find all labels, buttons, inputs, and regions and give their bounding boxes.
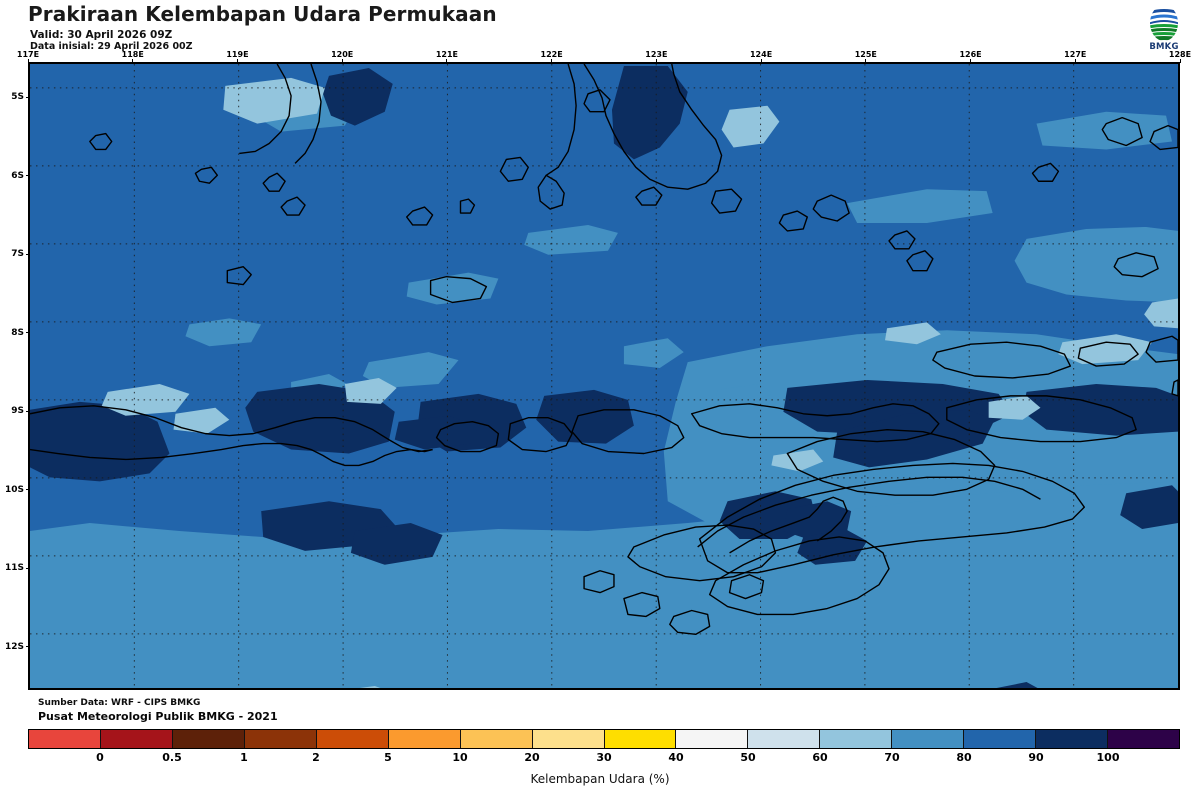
lon-tick-label: 128E: [1168, 50, 1192, 59]
lon-tick-label: 117E: [16, 50, 40, 59]
lat-tick-label: 5S: [11, 92, 24, 103]
colorbar-tick-label: 5: [384, 751, 392, 764]
bmkg-logo-label: BMKG: [1149, 42, 1179, 52]
colorbar-segment[interactable]: [1108, 730, 1179, 748]
lat-tick-label: 7S: [11, 249, 24, 260]
lon-tick-mark: [132, 59, 134, 63]
lon-tick-mark: [446, 59, 448, 63]
colorbar-tick-label: 20: [524, 751, 540, 764]
colorbar-segment[interactable]: [892, 730, 965, 748]
page-title: Prakiraan Kelembapan Udara Permukaan: [28, 2, 497, 26]
lon-tick-mark: [551, 59, 553, 63]
colorbar-segment[interactable]: [388, 730, 461, 748]
lon-tick-mark: [1074, 59, 1076, 63]
lon-tick-label: 126E: [959, 50, 982, 59]
colorbar-caption: Kelembapan Udara (%): [530, 772, 670, 786]
valid-time-label: Valid: 30 April 2026 09Z: [30, 29, 173, 41]
field-band-60-70: [101, 77, 1178, 688]
lon-tick-mark: [27, 59, 29, 63]
publisher-label: Pusat Meteorologi Publik BMKG - 2021: [38, 710, 278, 723]
coastlines: [30, 64, 1178, 636]
colorbar-segment[interactable]: [100, 730, 173, 748]
colorbar-segment[interactable]: [748, 730, 821, 748]
lon-tick-label: 118E: [121, 50, 144, 59]
colorbar-tick-label: 80: [956, 751, 972, 764]
colorbar-segment[interactable]: [604, 730, 677, 748]
lon-tick-label: 119E: [226, 50, 249, 59]
lon-tick-mark: [865, 59, 867, 63]
initial-data-label: Data inisial: 29 April 2026 00Z: [30, 41, 193, 52]
lat-tick-label: 10S: [4, 484, 24, 495]
humidity-map[interactable]: [28, 62, 1180, 690]
lon-tick-label: 120E: [331, 50, 354, 59]
lon-tick-mark: [655, 59, 657, 63]
colorbar-segment[interactable]: [244, 730, 317, 748]
colorbar-segment[interactable]: [820, 730, 893, 748]
header: Prakiraan Kelembapan Udara Permukaan Val…: [0, 0, 1200, 56]
humidity-map-canvas: [30, 64, 1178, 688]
colorbar-tick-label: 0.5: [162, 751, 182, 764]
lon-tick-label: 125E: [854, 50, 877, 59]
lon-tick-label: 127E: [1064, 50, 1087, 59]
colorbar-tick-label: 30: [596, 751, 612, 764]
colorbar-segment[interactable]: [964, 730, 1037, 748]
data-source-label: Sumber Data: WRF - CIPS BMKG: [38, 698, 201, 708]
lat-tick-label: 12S: [4, 641, 24, 652]
lat-tick-label: 6S: [11, 170, 24, 181]
bmkg-logo: BMKG: [1140, 4, 1188, 54]
colorbar-tick-label: 2: [312, 751, 320, 764]
lon-tick-label: 124E: [749, 50, 773, 59]
colorbar-tick-label: 10: [452, 751, 468, 764]
lat-tick-label: 11S: [4, 563, 24, 574]
colorbar-segment[interactable]: [676, 730, 749, 748]
colorbar-tick-label: 100: [1096, 751, 1120, 764]
colorbar-tick-label: 90: [1028, 751, 1044, 764]
lon-tick-mark: [970, 59, 972, 63]
colorbar-segment[interactable]: [316, 730, 389, 748]
bmkg-logo-icon: [1150, 5, 1178, 41]
lat-tick-label: 8S: [11, 327, 24, 338]
colorbar-tick-label: 0: [96, 751, 104, 764]
colorbar[interactable]: 0 0.5 1 2 5 10 20 30 40 50 60 70 80 90 100: [28, 729, 1180, 764]
colorbar-gradient[interactable]: [28, 729, 1180, 749]
colorbar-segment[interactable]: [29, 730, 101, 748]
lon-tick-mark: [760, 59, 762, 63]
map-gridlines: [30, 64, 1178, 688]
colorbar-tick-label: 70: [884, 751, 900, 764]
lon-tick-mark: [341, 59, 343, 63]
lon-tick-mark: [236, 59, 238, 63]
colorbar-tick-label: 40: [668, 751, 684, 764]
colorbar-tick-label: 60: [812, 751, 828, 764]
colorbar-segment[interactable]: [1036, 730, 1109, 748]
lon-tick-label: 122E: [540, 50, 563, 59]
colorbar-segment[interactable]: [532, 730, 605, 748]
lon-tick-label: 123E: [645, 50, 668, 59]
lon-tick-label: 121E: [435, 50, 458, 59]
colorbar-segment[interactable]: [172, 730, 245, 748]
colorbar-tick-label: 50: [740, 751, 756, 764]
colorbar-tick-label: 1: [240, 751, 248, 764]
colorbar-segment[interactable]: [460, 730, 533, 748]
lon-tick-mark: [1179, 59, 1181, 63]
lat-tick-label: 9S: [11, 406, 24, 417]
